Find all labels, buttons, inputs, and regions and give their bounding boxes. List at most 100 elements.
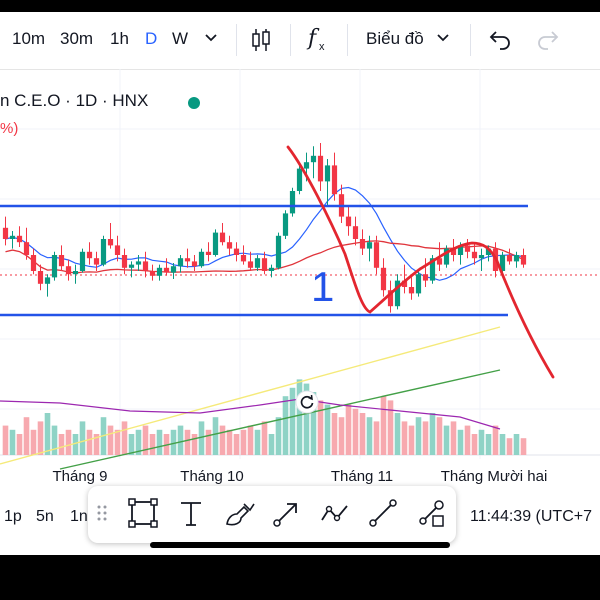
volume-bar [93,434,100,455]
volume-bar [23,417,30,455]
interval-d[interactable]: D [145,29,158,48]
candle-body [282,213,289,236]
volume-bar [156,429,163,455]
candle-body [268,267,275,271]
price-chart[interactable]: 1 Tháng 9 Tháng 10 Tháng 11 Tháng Mười hai … [0,69,600,489]
chart-type-label[interactable]: Biểu đồ [366,29,424,48]
candle-body [79,251,86,271]
candle-body [520,255,527,265]
rectangle-tool-icon[interactable] [126,496,160,530]
divider [347,24,348,56]
candle-body [499,255,506,271]
candle-body [345,216,352,227]
volume-bar [107,425,114,455]
change-percent: %) [0,120,19,137]
time-axis-label: Tháng Mười hai [441,468,548,485]
chevron-down-icon[interactable] [436,28,450,54]
volume-bar [317,400,324,455]
interval-30m[interactable]: 30m [60,29,94,48]
volume-bar [233,434,240,455]
time-axis-label: Tháng 11 [331,468,393,485]
candle-body [240,255,247,262]
volume-bar [9,429,16,455]
pattern-label: 1 [311,263,334,310]
candle-body [2,227,9,239]
candle-body [471,251,478,259]
candle-body [100,239,107,265]
candle-body [261,258,268,271]
candles-icon[interactable] [250,26,272,52]
drawing-toolbar [88,486,456,543]
volume-bar [443,425,450,455]
undo-icon[interactable] [488,28,512,54]
svg-text:f: f [306,26,320,51]
drag-handle-icon[interactable] [92,496,112,530]
volume-bar [331,413,338,455]
text-tool-icon[interactable] [174,496,208,530]
chart-canvas[interactable]: 1 Tháng 9 Tháng 10 Tháng 11 Tháng Mười hai [0,69,600,489]
range-5n[interactable]: 5n [36,508,54,525]
candle-body [387,290,394,307]
volume-bar [254,429,261,455]
volume-bar [352,408,359,455]
volume-bar [44,413,51,455]
range-1n[interactable]: 1n [70,508,88,525]
path-tool-icon[interactable] [318,496,352,530]
arrow-tool-icon[interactable] [270,496,304,530]
symbol-legend[interactable]: n C.E.O · 1D · HNX [0,91,149,110]
home-indicator [150,542,450,548]
candle-body [9,235,16,239]
line-tool-icon[interactable] [366,496,400,530]
interval-w[interactable]: W [172,29,189,48]
volume-bar [520,438,527,455]
volume-bar [275,417,282,455]
volume-bar [177,425,184,455]
volume-bar [408,425,415,455]
volume-bar [121,421,128,455]
volume-bar [310,392,317,455]
interval-1h[interactable]: 1h [110,29,129,48]
candle-body [114,245,121,255]
volume-bar [191,434,198,455]
interval-10m[interactable]: 10m [12,29,46,48]
range-1p[interactable]: 1p [4,508,22,525]
candle-body [30,255,37,271]
candle-body [51,255,58,278]
volume-bar [135,429,142,455]
candle-body [289,191,296,214]
candle-body [233,248,240,255]
node-tool-icon[interactable] [414,496,448,530]
volume-bar [58,434,65,455]
time-axis-label: Tháng 9 [52,468,107,485]
candle-body [23,242,30,255]
chevron-down-icon[interactable] [204,28,218,54]
candle-body [359,239,366,249]
volume-bar [240,429,247,455]
reset-icon[interactable] [295,390,319,414]
volume-bar [268,434,275,455]
drawn-pattern-line [286,145,555,379]
redo-icon[interactable] [536,28,560,54]
clock-readout[interactable]: 11:44:39 (UTC+7 [470,508,592,525]
candle-body [310,155,317,163]
volume-bar [429,413,436,455]
candle-body [177,258,184,267]
candle-body [72,271,79,275]
candle-body [93,258,100,265]
candle-body [184,258,191,262]
candle-body [86,251,93,259]
candle-body [443,248,450,265]
brush-tool-icon[interactable] [222,496,256,530]
volume-bar [2,425,9,455]
candle-body [107,239,114,246]
candle-body [128,264,135,268]
candle-body [436,258,443,265]
volume-bar [338,417,345,455]
candle-body [58,255,65,267]
volume-bar [289,387,296,455]
volume-bar [16,434,23,455]
volume-bar [401,421,408,455]
candle-body [16,235,23,243]
